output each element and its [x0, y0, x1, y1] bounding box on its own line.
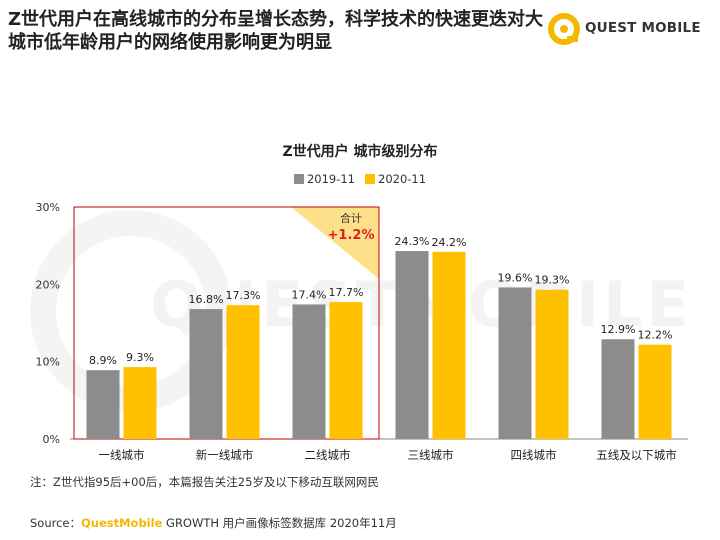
bar-value-label: 17.4%	[292, 288, 327, 301]
bar-value-label: 24.3%	[395, 235, 430, 248]
legend-item-2020: 2020-11	[365, 172, 426, 186]
y-tick-label: 0%	[43, 433, 60, 446]
y-tick-label: 30%	[36, 201, 60, 214]
bar-value-label: 17.7%	[329, 286, 364, 299]
chart-legend: 2019-11 2020-11	[0, 172, 720, 186]
bar-value-label: 9.3%	[126, 351, 154, 364]
quest-mobile-logo: QUEST MOBILE	[547, 10, 707, 50]
bar	[226, 305, 260, 439]
chart-title: Z世代用户 城市级别分布	[282, 144, 438, 160]
x-category-label: 一线城市	[99, 448, 145, 462]
highlight-value: +1.2%	[328, 228, 375, 243]
bar	[432, 251, 466, 439]
legend-label-2019: 2019-11	[306, 172, 355, 186]
bar	[498, 287, 532, 439]
legend-label-2020: 2020-11	[378, 172, 427, 186]
x-category-label: 新一线城市	[196, 448, 254, 462]
bar-value-label: 19.3%	[535, 274, 570, 287]
highlight-label: 合计	[340, 211, 362, 225]
x-category-label: 三线城市	[408, 448, 454, 462]
bar	[329, 302, 363, 439]
x-category-label: 二线城市	[305, 448, 351, 462]
bar	[86, 370, 120, 439]
bar	[601, 339, 635, 439]
source-brand: QuestMobile	[81, 516, 163, 530]
legend-item-2019: 2019-11	[293, 172, 355, 186]
source-rest: GROWTH 用户画像标签数据库 2020年11月	[162, 516, 397, 530]
bar	[638, 344, 672, 439]
bar	[123, 367, 157, 439]
bar-value-label: 19.6%	[498, 271, 533, 284]
bar	[292, 304, 326, 439]
bar-value-label: 12.9%	[601, 323, 636, 336]
source-prefix: Source：	[30, 516, 81, 530]
footnote: 注：Z世代指95后+00后，本篇报告关注25岁及以下移动互联网网民	[30, 475, 379, 489]
bar	[395, 251, 429, 439]
bar-value-label: 24.2%	[432, 236, 467, 249]
legend-swatch-2019	[293, 174, 304, 184]
highlight-triangle	[291, 207, 379, 279]
legend-swatch-2020	[365, 174, 375, 184]
bar	[535, 289, 569, 439]
logo-text: QUEST MOBILE	[585, 20, 701, 36]
x-category-label: 四线城市	[511, 448, 557, 462]
page-headline: Z世代用户在高线城市的分布呈增长态势，科学技术的快速更迭对大城市低年龄用户的网络…	[8, 9, 544, 53]
bar	[189, 309, 223, 439]
bar-value-label: 8.9%	[89, 354, 117, 367]
bar-value-label: 12.2%	[638, 329, 673, 342]
y-tick-label: 10%	[36, 356, 60, 369]
bar-value-label: 17.3%	[226, 289, 261, 302]
x-category-label: 五线及以下城市	[596, 448, 677, 462]
source-line: Source：QuestMobile GROWTH 用户画像标签数据库 2020…	[30, 515, 397, 531]
quest-mobile-logo-icon	[548, 13, 580, 45]
bar-value-label: 16.8%	[189, 293, 224, 306]
y-tick-label: 20%	[36, 278, 60, 291]
